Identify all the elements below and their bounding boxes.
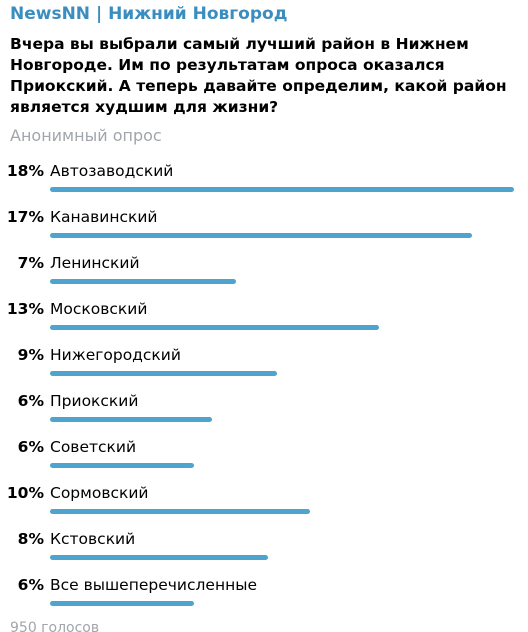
poll-options: 18% Автозаводский 17% Канавинский 7% Лен…	[0, 152, 528, 612]
option-percent: 10%	[6, 484, 44, 502]
option-bar	[50, 233, 472, 238]
poll-type-label: Анонимный опрос	[10, 126, 162, 145]
poll-option: 18% Автозаводский	[0, 152, 528, 198]
option-percent: 18%	[6, 162, 44, 180]
option-bar	[50, 601, 194, 606]
poll-option: 10% Сормовский	[0, 474, 528, 520]
poll-option: 17% Канавинский	[0, 198, 528, 244]
option-label: Советский	[50, 438, 137, 456]
option-percent: 13%	[6, 300, 44, 318]
option-percent: 6%	[17, 392, 44, 410]
poll-option: 13% Московский	[0, 290, 528, 336]
option-label: Автозаводский	[50, 162, 174, 180]
option-label: Московский	[50, 300, 148, 318]
option-bar	[50, 417, 212, 422]
poll-option: 6% Все вышеперечисленные	[0, 566, 528, 612]
option-label: Приокский	[50, 392, 139, 410]
option-label: Ленинский	[50, 254, 140, 272]
option-bar	[50, 555, 268, 560]
option-percent: 17%	[6, 208, 44, 226]
option-bar	[50, 509, 310, 514]
poll-option: 6% Советский	[0, 428, 528, 474]
option-bar	[50, 463, 194, 468]
channel-title[interactable]: NewsNN | Нижний Новгород	[10, 4, 288, 24]
option-percent: 6%	[17, 438, 44, 456]
option-percent: 9%	[17, 346, 44, 364]
option-bar	[50, 187, 514, 192]
option-label: Нижегородский	[50, 346, 181, 364]
poll-option: 9% Нижегородский	[0, 336, 528, 382]
option-percent: 8%	[17, 530, 44, 548]
poll-option: 6% Приокский	[0, 382, 528, 428]
option-percent: 6%	[17, 576, 44, 594]
option-bar	[50, 325, 379, 330]
option-label: Все вышеперечисленные	[50, 576, 257, 594]
option-bar	[50, 371, 277, 376]
poll-option: 8% Кстовский	[0, 520, 528, 566]
option-bar	[50, 279, 236, 284]
poll-option: 7% Ленинский	[0, 244, 528, 290]
option-label: Кстовский	[50, 530, 136, 548]
vote-count: 950 голосов	[10, 620, 100, 632]
option-label: Канавинский	[50, 208, 158, 226]
option-percent: 7%	[17, 254, 44, 272]
option-label: Сормовский	[50, 484, 149, 502]
poll-question: Вчера вы выбрали самый лучший район в Ни…	[10, 35, 507, 116]
